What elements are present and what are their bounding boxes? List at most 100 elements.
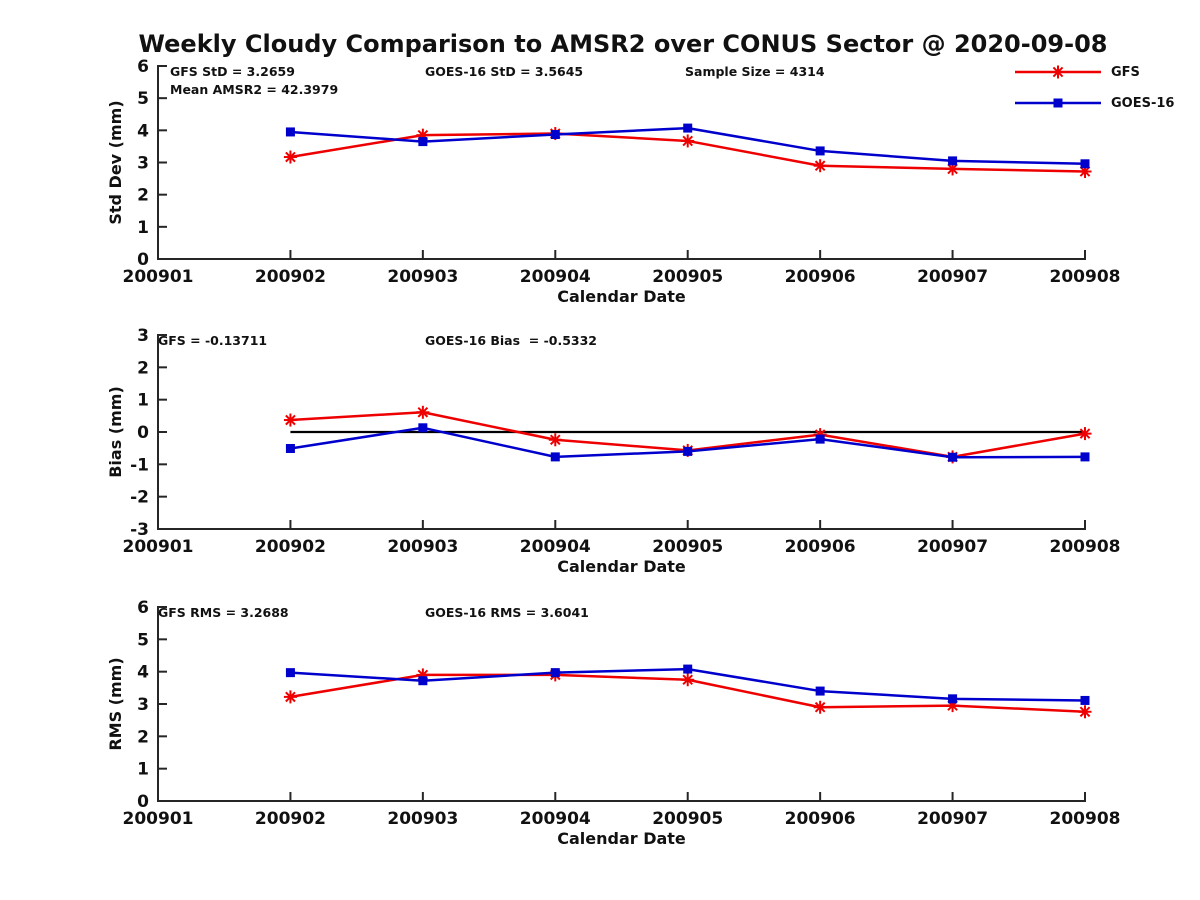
x-tick-label: 200904 bbox=[520, 537, 591, 557]
square-marker bbox=[948, 452, 958, 462]
square-marker bbox=[285, 127, 295, 137]
x-tick-label: 200902 bbox=[255, 537, 326, 557]
asterisk-marker bbox=[548, 433, 562, 447]
goes-16-series bbox=[285, 123, 1090, 169]
square-marker bbox=[815, 686, 825, 696]
x-tick-label: 200906 bbox=[785, 537, 856, 557]
asterisk-marker bbox=[813, 700, 827, 714]
square-marker bbox=[1053, 98, 1063, 108]
legend-entry-goes-16: GOES-16 bbox=[1013, 90, 1174, 116]
asterisk-marker bbox=[1078, 705, 1092, 719]
x-tick-label: 200905 bbox=[652, 537, 723, 557]
gfs-series bbox=[283, 668, 1092, 719]
legend-label: GFS bbox=[1111, 64, 1140, 80]
annotation: GOES-16 RMS = 3.6041 bbox=[425, 605, 589, 620]
square-marker bbox=[1080, 695, 1090, 705]
asterisk-marker bbox=[946, 162, 960, 176]
square-marker bbox=[948, 156, 958, 166]
square-marker bbox=[418, 137, 428, 147]
y-tick-label: 1 bbox=[137, 391, 149, 411]
x-axis-label: Calendar Date bbox=[557, 829, 686, 848]
square-marker bbox=[418, 423, 428, 433]
annotation: GFS RMS = 3.2688 bbox=[158, 605, 289, 620]
asterisk-marker bbox=[1051, 65, 1065, 79]
annotation: GOES-16 StD = 3.5645 bbox=[425, 64, 583, 79]
annotation: Mean AMSR2 = 42.3979 bbox=[170, 82, 338, 97]
square-marker bbox=[1080, 452, 1090, 462]
y-tick-label: 3 bbox=[137, 695, 149, 715]
y-axis-label: Bias (mm) bbox=[106, 386, 125, 478]
x-tick-label: 200906 bbox=[785, 267, 856, 287]
chart-title: Weekly Cloudy Comparison to AMSR2 over C… bbox=[138, 30, 1108, 58]
legend-entry-gfs: GFS bbox=[1013, 59, 1174, 85]
x-tick-label: 200903 bbox=[387, 809, 458, 829]
square-marker bbox=[683, 446, 693, 456]
x-tick-label: 200903 bbox=[387, 537, 458, 557]
asterisk-marker bbox=[681, 134, 695, 148]
y-tick-label: 5 bbox=[137, 630, 149, 650]
square-marker bbox=[815, 434, 825, 444]
x-tick-label: 200907 bbox=[917, 267, 988, 287]
asterisk-marker bbox=[813, 159, 827, 173]
legend-label: GOES-16 bbox=[1111, 95, 1175, 111]
y-axis-label: Std Dev (mm) bbox=[106, 100, 125, 224]
y-tick-label: 0 bbox=[137, 250, 149, 270]
x-axis-label: Calendar Date bbox=[557, 287, 686, 306]
asterisk-legend-swatch bbox=[1015, 65, 1101, 79]
legend: GFS GOES-16 bbox=[1013, 59, 1174, 116]
x-tick-label: 200906 bbox=[785, 809, 856, 829]
y-tick-label: 2 bbox=[137, 186, 149, 206]
goes-16-series bbox=[285, 423, 1090, 462]
asterisk-marker bbox=[1078, 427, 1092, 441]
y-tick-label: 0 bbox=[137, 423, 149, 443]
asterisk-marker bbox=[283, 690, 297, 704]
asterisk-marker bbox=[681, 673, 695, 687]
x-tick-label: 200907 bbox=[917, 809, 988, 829]
rms-plot: 0 1 2 3 4 5 6 200901 200902 200903 200904 200905 200… bbox=[106, 598, 1120, 848]
gfs-series bbox=[283, 127, 1092, 179]
y-tick-label: 2 bbox=[137, 358, 149, 378]
y-tick-label: 3 bbox=[137, 326, 149, 346]
square-marker bbox=[815, 146, 825, 156]
x-tick-label: 200908 bbox=[1050, 809, 1121, 829]
square-marker bbox=[285, 668, 295, 678]
square-marker bbox=[683, 664, 693, 674]
square-legend-swatch bbox=[1015, 98, 1101, 108]
y-tick-label: 0 bbox=[137, 792, 149, 812]
y-tick-label: 6 bbox=[137, 598, 149, 618]
square-marker bbox=[1080, 159, 1090, 169]
square-marker bbox=[948, 694, 958, 704]
annotation: Sample Size = 4314 bbox=[685, 64, 825, 79]
x-tick-label: 200908 bbox=[1050, 267, 1121, 287]
y-tick-label: 6 bbox=[137, 57, 149, 77]
x-tick-label: 200901 bbox=[123, 537, 194, 557]
square-marker bbox=[550, 668, 560, 678]
x-tick-label: 200904 bbox=[520, 267, 591, 287]
asterisk-marker bbox=[283, 150, 297, 164]
y-tick-label: -3 bbox=[130, 520, 149, 540]
y-tick-label: 4 bbox=[137, 663, 149, 683]
annotation: GFS StD = 3.2659 bbox=[170, 64, 295, 79]
y-tick-label: 4 bbox=[137, 121, 149, 141]
square-marker bbox=[418, 676, 428, 686]
y-axis-label: RMS (mm) bbox=[106, 657, 125, 750]
y-tick-label: 3 bbox=[137, 154, 149, 174]
asterisk-marker bbox=[283, 413, 297, 427]
bias-plot: -3 -2 -1 0 1 2 3 200901 200902 200903 200904 200905… bbox=[106, 326, 1120, 576]
x-tick-label: 200902 bbox=[255, 267, 326, 287]
x-tick-label: 200907 bbox=[917, 537, 988, 557]
x-tick-label: 200904 bbox=[520, 809, 591, 829]
std-dev-plot: 0 1 2 3 4 5 6 200901 200902 200903 200904 200905 200… bbox=[106, 57, 1120, 306]
goes-16-series bbox=[285, 664, 1090, 705]
square-marker bbox=[550, 130, 560, 140]
y-tick-label: 1 bbox=[137, 760, 149, 780]
annotation: GOES-16 Bias = -0.5332 bbox=[425, 333, 597, 348]
y-tick-label: 1 bbox=[137, 218, 149, 238]
x-axis-label: Calendar Date bbox=[557, 557, 686, 576]
x-tick-label: 200905 bbox=[652, 809, 723, 829]
asterisk-marker bbox=[416, 405, 430, 419]
y-tick-label: 2 bbox=[137, 727, 149, 747]
x-tick-label: 200901 bbox=[123, 267, 194, 287]
